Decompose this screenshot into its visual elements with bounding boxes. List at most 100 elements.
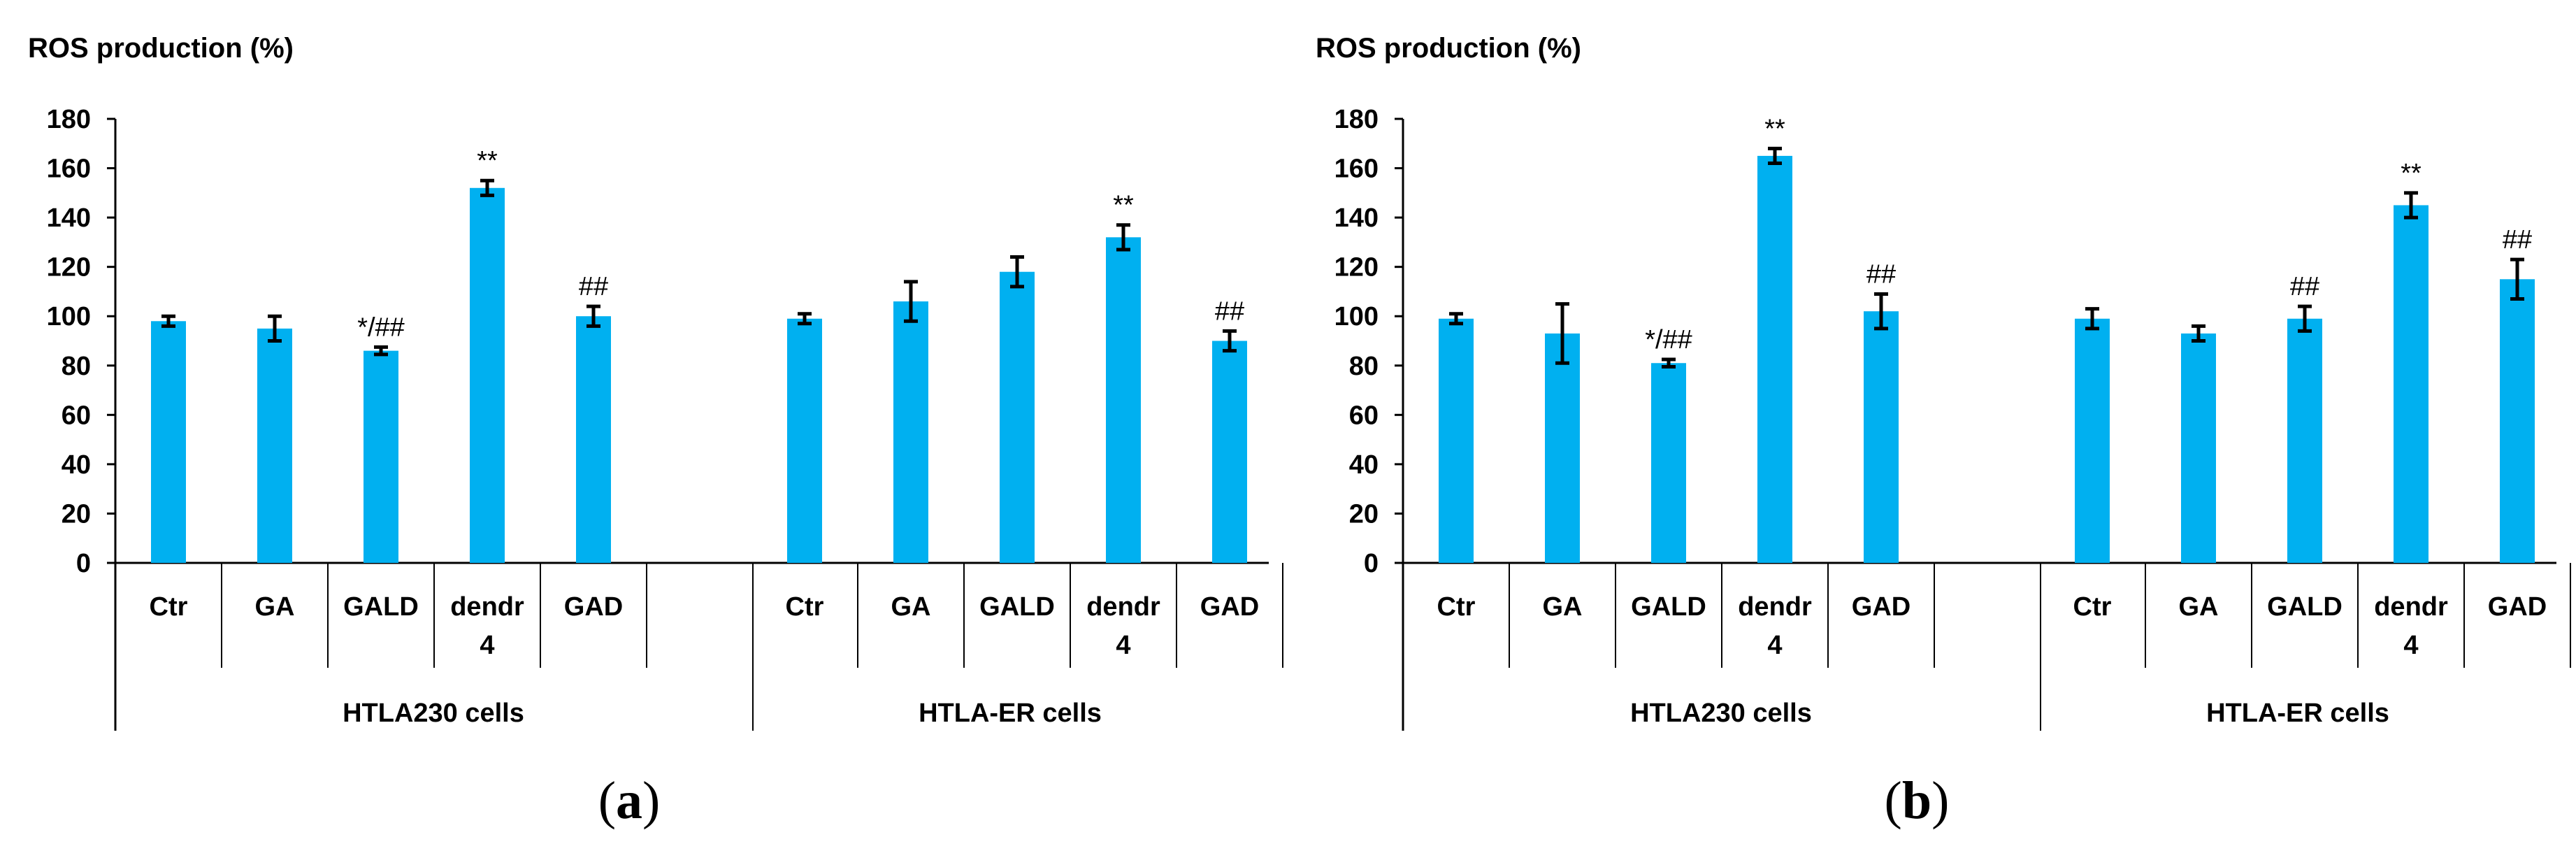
bar-item: Ctr	[1437, 312, 1476, 622]
y-tick-label: 80	[62, 352, 91, 381]
significance-annotation: **	[1764, 114, 1785, 143]
significance-annotation: **	[477, 146, 498, 176]
bar	[2500, 279, 2535, 563]
category-label: GA	[255, 592, 295, 622]
category-label: 4	[1116, 631, 1130, 660]
bar	[787, 318, 822, 563]
y-tick-label: 120	[1334, 253, 1379, 282]
bar	[2075, 318, 2110, 563]
y-tick-label: 160	[1334, 155, 1379, 184]
category-label: 4	[1767, 631, 1782, 660]
bar	[2394, 205, 2429, 563]
bar-item: Ctr	[2073, 307, 2112, 622]
bar	[1545, 333, 1580, 563]
category-label: GALD	[1631, 592, 1706, 622]
bar-item: ** dendr 4	[1086, 191, 1160, 660]
category-label: GALD	[2267, 592, 2343, 622]
category-label: Ctr	[786, 592, 824, 622]
category-label: dendr	[2374, 592, 2448, 622]
category-label: GA	[1543, 592, 1583, 622]
significance-annotation: */##	[1645, 325, 1692, 355]
y-tick-label: 60	[62, 401, 91, 430]
bar	[151, 321, 186, 563]
category-label: GA	[891, 592, 931, 622]
bar	[1212, 341, 1247, 563]
bar-item: GA	[1543, 302, 1583, 622]
chart-panel-b: ROS production (%) 0 20 40 60 80 100 120 140 160 1…	[1316, 33, 2571, 830]
bar	[1651, 363, 1686, 563]
bar	[1000, 271, 1035, 563]
bar-item: Ctr	[786, 312, 824, 622]
bar	[2287, 318, 2322, 563]
significance-annotation: ##	[2503, 225, 2532, 255]
group-label: HTLA230 cells	[1630, 699, 1812, 728]
y-tick-label: 160	[47, 155, 91, 184]
bar-item: GA	[255, 314, 295, 622]
bar	[1757, 155, 1792, 563]
y-axis-title: ROS production (%)	[28, 33, 294, 64]
category-label: GAD	[564, 592, 623, 622]
bar-item: ** dendr 4	[2374, 159, 2448, 660]
significance-annotation: */##	[357, 313, 405, 342]
bar-item: GA	[2179, 324, 2219, 622]
bar-item: ## GAD	[1200, 296, 1259, 622]
bar	[893, 301, 928, 563]
y-tick-label: 100	[1334, 302, 1379, 331]
category-label: 4	[2403, 631, 2418, 660]
category-label: GA	[2179, 592, 2219, 622]
panel-label: (b)	[1885, 771, 1950, 830]
significance-annotation: ##	[579, 272, 608, 301]
significance-annotation: ##	[1866, 259, 1896, 289]
y-tick-label: 120	[47, 253, 91, 282]
bar	[364, 350, 398, 563]
y-tick-label: 100	[47, 302, 91, 331]
bar-item: Ctr	[150, 314, 188, 622]
group-label: HTLA230 cells	[343, 699, 524, 728]
y-tick-label: 140	[1334, 203, 1379, 233]
significance-annotation: **	[2401, 159, 2422, 188]
category-label: Ctr	[1437, 592, 1476, 622]
y-tick-label: 40	[1349, 450, 1379, 480]
category-label: dendr	[450, 592, 524, 622]
category-label: 4	[480, 631, 494, 660]
y-tick-label: 140	[47, 203, 91, 233]
category-label: GAD	[1852, 592, 1911, 622]
y-tick-label: 80	[1349, 352, 1379, 381]
bar-item: ## GAD	[564, 272, 623, 622]
category-label: GALD	[343, 592, 419, 622]
category-label: Ctr	[150, 592, 188, 622]
y-tick-label: 20	[62, 499, 91, 529]
category-label: GALD	[979, 592, 1055, 622]
bar-item: ## GALD	[2267, 272, 2343, 622]
bar-item: GALD	[979, 255, 1055, 622]
category-label: Ctr	[2073, 592, 2112, 622]
category-label: dendr	[1086, 592, 1160, 622]
bar	[1864, 311, 1899, 563]
bar	[576, 316, 611, 563]
bar-item: ## GAD	[2488, 225, 2547, 622]
category-label: GAD	[1200, 592, 1259, 622]
bar	[1439, 318, 1474, 563]
chart-panel-a: ROS production (%) 0 20 40 60 80 100 120 140 160 1…	[28, 33, 1283, 830]
bar-item: ## GAD	[1852, 259, 1911, 622]
bar	[470, 187, 505, 563]
significance-annotation: **	[1113, 191, 1134, 220]
bar-item: ** dendr 4	[1738, 114, 1812, 660]
y-tick-label: 0	[1364, 549, 1379, 578]
y-tick-label: 20	[1349, 499, 1379, 529]
significance-annotation: ##	[2290, 272, 2319, 301]
category-label: GAD	[2488, 592, 2547, 622]
y-tick-label: 180	[1334, 105, 1379, 134]
bar-item: ** dendr 4	[450, 146, 524, 660]
y-tick-label: 180	[47, 105, 91, 134]
significance-annotation: ##	[1215, 296, 1244, 326]
group-label: HTLA-ER cells	[919, 699, 1102, 728]
y-tick-label: 60	[1349, 401, 1379, 430]
bar	[257, 328, 292, 563]
bar-item: */## GALD	[1631, 325, 1706, 622]
y-tick-label: 0	[76, 549, 91, 578]
bar-item: */## GALD	[343, 313, 419, 622]
y-axis-title: ROS production (%)	[1316, 33, 1581, 64]
bar	[1106, 237, 1141, 563]
